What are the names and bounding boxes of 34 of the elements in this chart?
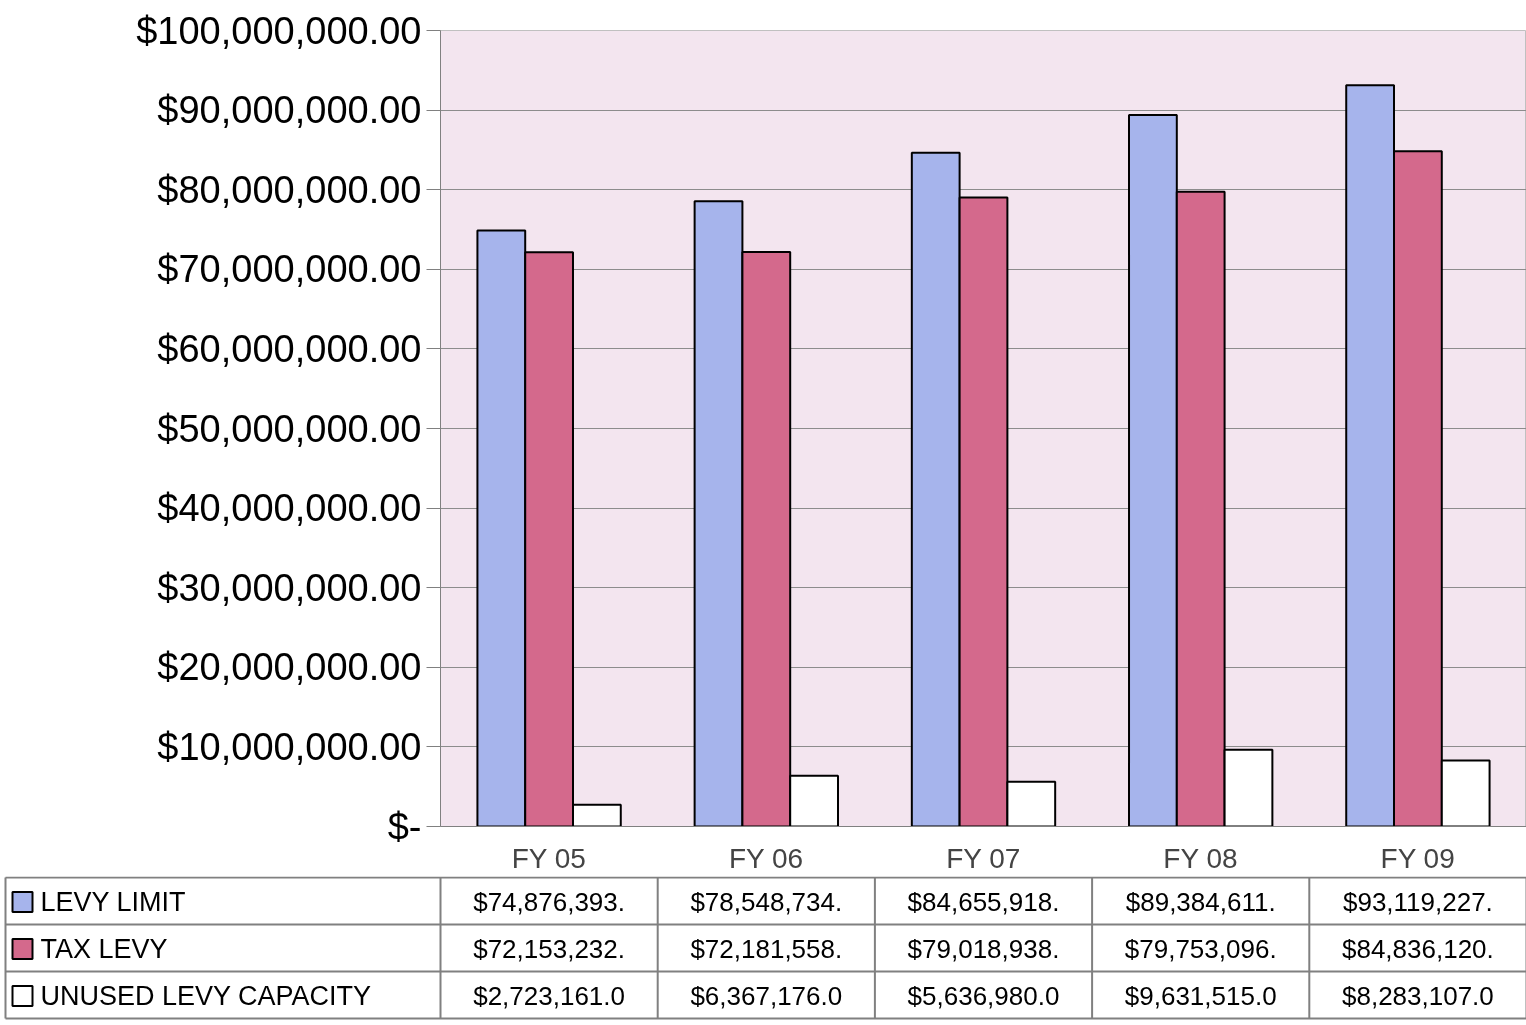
data-label: $8,283,107.0 [1341, 981, 1494, 1011]
y-tick-label: $50,000,000.00 [157, 407, 422, 450]
data-label: $93,119,227. [1342, 887, 1493, 917]
x-tick-label: FY 08 [1163, 842, 1238, 874]
data-label: $84,655,918. [907, 887, 1060, 917]
data-label: $84,836,120. [1341, 934, 1494, 964]
data-label: $6,367,176.0 [690, 981, 843, 1011]
y-tick-label: $30,000,000.00 [157, 566, 422, 609]
y-tick-label: $40,000,000.00 [157, 487, 422, 530]
legend-label: LEVY LIMIT [40, 887, 186, 917]
y-tick-label: $80,000,000.00 [157, 168, 422, 211]
data-label: $79,018,938. [907, 934, 1060, 964]
legend-label: UNUSED LEVY CAPACITY [40, 981, 372, 1011]
data-label: $2,723,161.0 [473, 981, 626, 1011]
data-label: $72,181,558. [690, 934, 843, 964]
x-tick-label: FY 05 [511, 842, 586, 874]
y-tick-label: $20,000,000.00 [157, 646, 422, 689]
y-tick-label: $10,000,000.00 [157, 725, 422, 768]
data-label: $72,153,232. [473, 934, 626, 964]
y-tick-label: $60,000,000.00 [157, 327, 422, 370]
y-tick-label: $90,000,000.00 [157, 89, 422, 132]
y-tick-label: $70,000,000.00 [157, 248, 422, 291]
y-tick-label: $100,000,000.00 [136, 9, 422, 52]
data-label: $78,548,734. [690, 887, 843, 917]
data-label: $79,753,096. [1124, 934, 1277, 964]
data-label: $5,636,980.0 [907, 981, 1060, 1011]
data-label: $9,631,515.0 [1124, 981, 1277, 1011]
data-label: $74,876,393. [473, 887, 626, 917]
data-label: $89,384,611. [1125, 887, 1276, 917]
x-tick-label: FY 09 [1380, 842, 1455, 874]
x-tick-label: FY 06 [728, 842, 804, 874]
legend-label: TAX LEVY [40, 934, 168, 964]
y-tick-label: $- [387, 805, 422, 848]
x-tick-label: FY 07 [946, 842, 1021, 874]
